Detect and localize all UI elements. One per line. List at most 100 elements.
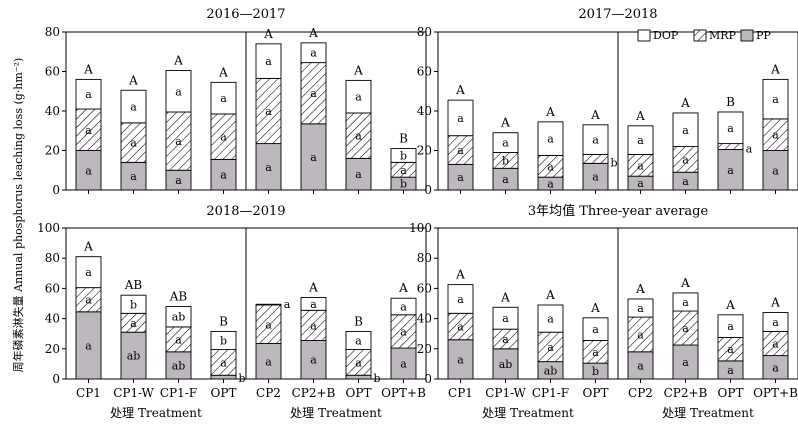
dop-letter: a: [310, 47, 317, 60]
dop-letter: a: [457, 293, 464, 306]
mrp-letter: a: [310, 319, 317, 332]
mrp-letter: a: [220, 131, 227, 144]
bar-segment-dop: [582, 124, 609, 155]
mrp-letter: a: [637, 328, 644, 341]
category-label: CP1-W: [113, 386, 154, 400]
dop-letter: a: [355, 334, 362, 347]
total-letter: A: [263, 27, 273, 41]
panel-5: 020406080100CP1aaaACP1-WababABCP1-Fabaab…: [37, 221, 247, 400]
dop-letter: a: [175, 85, 182, 98]
category-label: OPT: [583, 386, 609, 400]
total-letter: A: [590, 301, 600, 315]
y-tick-label: 0: [52, 372, 60, 386]
bar-segment-mrp: [300, 62, 327, 125]
pp-letter: ab: [499, 358, 513, 371]
mrp-letter: a: [637, 159, 644, 172]
bar-segment-mrp: [447, 135, 474, 165]
dop-letter: a: [85, 266, 92, 279]
pp-letter: a: [310, 354, 317, 367]
total-letter: A: [308, 26, 318, 40]
legend-swatch: [637, 29, 651, 42]
total-letter: B: [726, 95, 735, 109]
bar-segment-mrp: [345, 112, 372, 159]
y-tick-label: 0: [424, 183, 432, 197]
category-label: CP2: [628, 386, 653, 400]
x-axis-title: 处理 Treatment: [662, 406, 754, 420]
mrp-letter: a: [130, 317, 137, 330]
mrp-letter: a: [175, 135, 182, 148]
dop-letter: a: [355, 91, 362, 104]
total-letter: A: [680, 96, 690, 110]
total-letter: A: [770, 296, 780, 310]
pp-letter: a: [265, 161, 272, 174]
y-tick-label: 20: [417, 342, 432, 356]
bar-segment-pp: [717, 149, 744, 191]
category-label: CP2+B: [292, 386, 336, 400]
y-tick-label: 40: [45, 312, 60, 326]
bar-segment-dop: [165, 70, 192, 113]
dop-letter: a: [85, 88, 92, 101]
pp-letter: a: [130, 170, 137, 183]
mrp-letter: a: [727, 343, 734, 356]
dop-letter: a: [592, 134, 599, 147]
bar-segment-dop: [672, 292, 699, 312]
bar-segment-mrp: [210, 113, 237, 160]
bar-segment-mrp: [762, 330, 789, 357]
bar-segment-dop: [762, 312, 789, 332]
dop-letter: a: [310, 298, 317, 311]
dop-letter: a: [220, 92, 227, 105]
category-label: CP1-W: [485, 386, 526, 400]
panel-frame: [245, 227, 427, 380]
panel-frame: [245, 31, 427, 191]
total-letter: A: [635, 109, 645, 123]
mrp-letter: a: [265, 105, 272, 118]
mrp-letter: a: [175, 333, 182, 346]
pp-letter: a: [310, 151, 317, 164]
mrp-letter: a: [772, 338, 779, 351]
bar-segment-dop: [390, 297, 417, 316]
total-letter: A: [353, 63, 363, 77]
bar-segment-pp: [627, 351, 654, 380]
total-letter: A: [680, 276, 690, 290]
mrp-letter: a: [85, 124, 92, 137]
dop-letter: a: [682, 296, 689, 309]
dop-letter: b: [130, 298, 137, 311]
bar-segment-dop: [255, 303, 282, 306]
pp-letter: a: [457, 353, 464, 366]
total-letter: A: [635, 282, 645, 296]
total-letter: A: [83, 240, 93, 254]
pp-letter: a: [772, 164, 779, 177]
panel-7: 020406080100CP1aaaACP1-WabaaACP1-FabaaAO…: [409, 221, 619, 400]
y-tick-label: 20: [45, 144, 60, 158]
mrp-letter: a: [310, 87, 317, 100]
bar-segment-dop: [537, 304, 564, 333]
dop-letter: a: [547, 133, 554, 146]
pp-letter: a: [682, 175, 689, 188]
mrp-letter: a: [547, 160, 554, 173]
mrp-letter: b: [502, 154, 509, 167]
mrp-letter: a: [457, 144, 464, 157]
pp-letter: ab: [127, 350, 141, 363]
category-label: OPT: [346, 386, 372, 400]
total-letter: A: [83, 62, 93, 76]
category-label: OPT+B: [381, 386, 426, 400]
pp-letter: b: [373, 372, 380, 385]
dop-letter: b: [400, 149, 407, 162]
y-tick-label: 20: [417, 144, 432, 158]
bar-segment-mrp: [255, 77, 282, 145]
category-label: OPT: [211, 386, 237, 400]
bar-segment-pp: [255, 143, 282, 191]
mrp-letter: a: [355, 356, 362, 369]
y-tick-label: 100: [409, 221, 432, 235]
y-tick-label: 60: [45, 65, 60, 79]
mrp-letter: a: [547, 341, 554, 354]
total-letter: A: [308, 280, 318, 294]
bar-segment-pp: [390, 347, 417, 380]
pp-letter: a: [85, 164, 92, 177]
pp-letter: a: [85, 339, 92, 352]
bar-segment-dop: [75, 256, 102, 289]
mrp-letter: a: [130, 137, 137, 150]
bar-segment-pp: [492, 348, 519, 380]
